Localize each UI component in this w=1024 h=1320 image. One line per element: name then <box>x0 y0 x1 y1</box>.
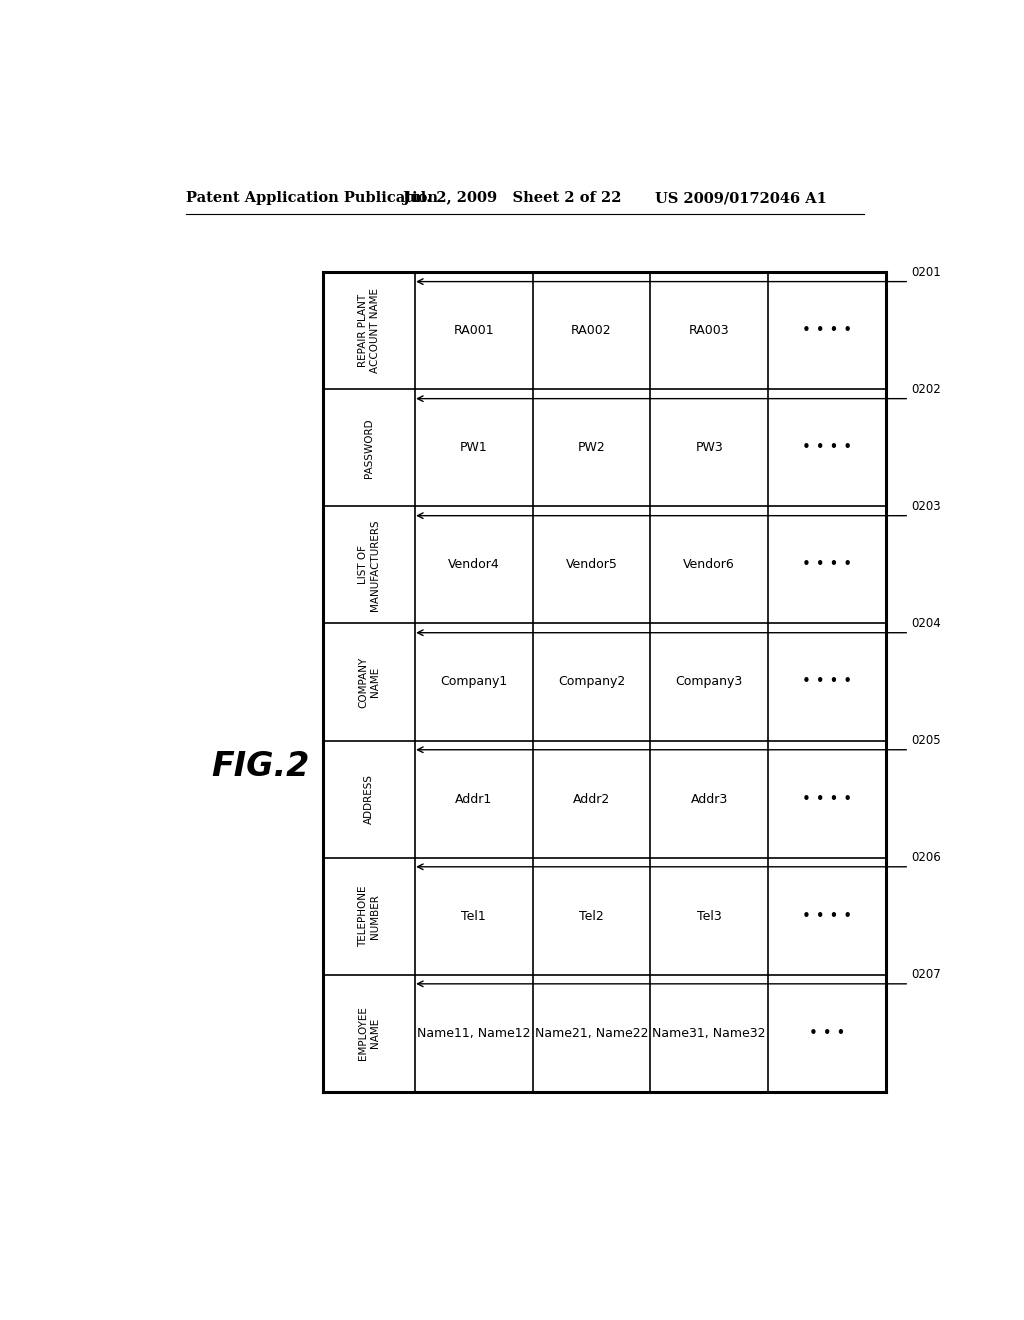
Text: Name21, Name22: Name21, Name22 <box>535 1027 648 1040</box>
Text: PW3: PW3 <box>695 441 723 454</box>
Text: EMPLOYEE
NAME: EMPLOYEE NAME <box>358 1006 380 1060</box>
Text: Addr2: Addr2 <box>572 792 610 805</box>
Text: • • • •: • • • • <box>802 441 852 455</box>
Text: RA003: RA003 <box>689 325 729 338</box>
Text: Patent Application Publication: Patent Application Publication <box>186 191 438 206</box>
Text: • • • •: • • • • <box>802 323 852 338</box>
Text: Company2: Company2 <box>558 676 625 689</box>
Text: REPAIR PLANT
ACCOUNT NAME: REPAIR PLANT ACCOUNT NAME <box>358 288 380 374</box>
Text: RA001: RA001 <box>454 325 494 338</box>
Text: • • • •: • • • • <box>802 557 852 573</box>
Text: Name31, Name32: Name31, Name32 <box>652 1027 766 1040</box>
Text: Company1: Company1 <box>440 676 507 689</box>
Text: PASSWORD: PASSWORD <box>364 418 374 478</box>
Text: Vendor5: Vendor5 <box>565 558 617 572</box>
Text: PW2: PW2 <box>578 441 605 454</box>
Text: Vendor4: Vendor4 <box>447 558 500 572</box>
Text: Jul. 2, 2009   Sheet 2 of 22: Jul. 2, 2009 Sheet 2 of 22 <box>403 191 622 206</box>
Text: 0204: 0204 <box>911 616 941 630</box>
Text: Tel3: Tel3 <box>697 909 722 923</box>
Text: Tel2: Tel2 <box>580 909 604 923</box>
Text: 0205: 0205 <box>911 734 941 747</box>
Text: Company3: Company3 <box>676 676 742 689</box>
Text: Name11, Name12: Name11, Name12 <box>417 1027 530 1040</box>
Text: 0203: 0203 <box>911 499 941 512</box>
Text: LIST OF
MANUFACTURERS: LIST OF MANUFACTURERS <box>358 519 380 611</box>
Text: • • • •: • • • • <box>802 675 852 689</box>
Text: Addr3: Addr3 <box>690 792 728 805</box>
Text: Tel1: Tel1 <box>461 909 486 923</box>
Text: ADDRESS: ADDRESS <box>364 774 374 824</box>
Text: • • • •: • • • • <box>802 908 852 924</box>
Text: US 2009/0172046 A1: US 2009/0172046 A1 <box>655 191 826 206</box>
Text: PW1: PW1 <box>460 441 487 454</box>
Text: • • • •: • • • • <box>802 792 852 807</box>
Text: 0207: 0207 <box>911 968 941 981</box>
Text: Addr1: Addr1 <box>455 792 493 805</box>
Text: TELEPHONE
NUMBER: TELEPHONE NUMBER <box>358 886 380 946</box>
Text: FIG.2: FIG.2 <box>212 750 310 783</box>
Text: 0202: 0202 <box>911 383 941 396</box>
Text: 0201: 0201 <box>911 265 941 279</box>
Text: • • •: • • • <box>809 1026 845 1040</box>
Text: 0206: 0206 <box>911 850 941 863</box>
Text: Vendor6: Vendor6 <box>683 558 735 572</box>
Text: RA002: RA002 <box>571 325 611 338</box>
Text: COMPANY
NAME: COMPANY NAME <box>358 656 380 708</box>
